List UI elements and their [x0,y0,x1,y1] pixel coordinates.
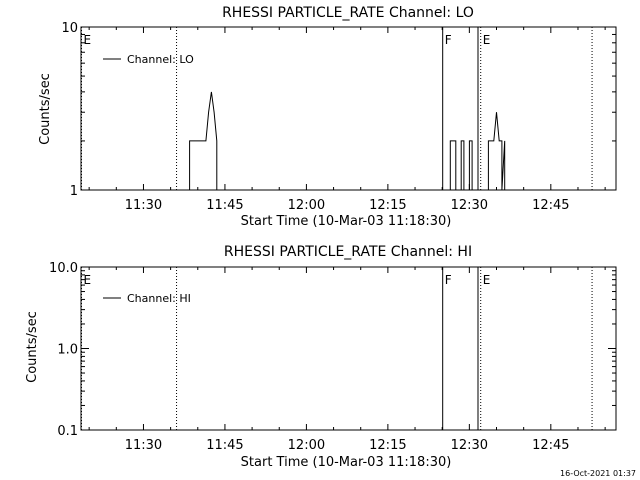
data-series [189,91,506,191]
x-tick-label: 12:30 [451,438,488,453]
y-axis-ticks: 1 10 [61,21,616,199]
marker-label: E [483,33,491,47]
x-tick-label: 11:30 [125,198,162,213]
x-tick-label: 12:15 [369,198,406,213]
chart-title: RHESSI PARTICLE_RATE Channel: LO [222,5,474,21]
y-axis-label: Counts/sec [25,311,40,383]
legend: Channel: HI [103,292,191,305]
x-tick-label: 11:30 [125,438,162,453]
x-axis-ticks: 11:30 11:45 12:00 12:15 12:30 12:45 [88,267,606,453]
x-axis-label: Start Time (10-Mar-03 11:18:30) [241,455,452,470]
chart-title: RHESSI PARTICLE_RATE Channel: HI [224,244,472,260]
y-tick-label: 0.1 [57,424,78,439]
timestamp: 16-Oct-2021 01:37 [560,469,636,478]
series-line [189,91,218,190]
x-tick-label: 12:45 [532,438,569,453]
x-axis-label: Start Time (10-Mar-03 11:18:30) [241,214,452,229]
x-axis-ticks: 11:30 11:45 12:00 12:15 12:30 12:45 [88,27,606,213]
x-tick-label: 12:15 [369,438,406,453]
x-tick-label: 11:45 [206,438,243,453]
x-tick-label: 12:00 [288,438,325,453]
x-tick-label: 12:45 [532,198,569,213]
series-line [449,140,473,191]
marker-label: E [84,273,92,287]
y-axis-ticks: 0.1 1.0 10.0 [49,261,616,439]
series-line [487,112,506,191]
legend-label: Channel: LO [127,53,194,66]
hi-channel-chart: RHESSI PARTICLE_RATE Channel: HI Counts/… [25,244,617,470]
plot-frame [80,26,617,191]
legend: Channel: LO [103,53,194,66]
marker-label: F [445,33,452,47]
y-tick-label: 10 [61,21,78,36]
x-tick-label: 12:00 [288,198,325,213]
marker-label: E [84,33,92,47]
x-tick-label: 12:30 [451,198,488,213]
marker-label: E [483,273,491,287]
marker-label: F [445,273,452,287]
y-tick-label: 10.0 [49,261,78,276]
y-tick-label: 1 [70,184,78,199]
legend-label: Channel: HI [127,292,191,305]
x-tick-label: 11:45 [206,198,243,213]
lo-channel-chart: RHESSI PARTICLE_RATE Channel: LO Counts/… [38,5,617,229]
y-axis-label: Counts/sec [38,73,53,145]
y-tick-label: 1.0 [57,343,78,358]
